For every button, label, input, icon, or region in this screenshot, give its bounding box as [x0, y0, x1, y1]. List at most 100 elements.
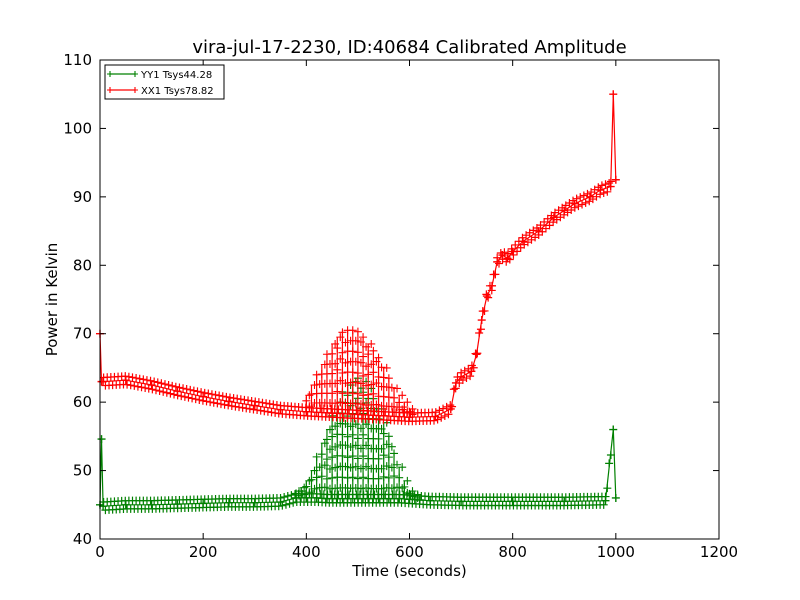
- data-point-marker: [466, 372, 475, 381]
- data-point: [467, 367, 476, 376]
- data-point-marker: [162, 388, 171, 397]
- data-point: [199, 392, 208, 401]
- data-point-marker: [160, 380, 169, 389]
- data-point: [457, 372, 466, 381]
- data-point-marker: [132, 374, 141, 383]
- data-point: [482, 292, 491, 301]
- data-point: [276, 405, 285, 414]
- data-point: [250, 498, 259, 507]
- data-point-marker: [476, 325, 485, 334]
- data-point-marker: [213, 399, 222, 408]
- data-point-marker: [128, 373, 137, 382]
- y-tick-label: 50: [73, 462, 92, 480]
- data-point-marker: [449, 385, 458, 394]
- data-point-marker: [462, 374, 471, 383]
- data-point: [560, 206, 569, 215]
- x-tick-label: 0: [95, 543, 105, 561]
- data-point-marker: [191, 395, 200, 404]
- data-point: [426, 496, 435, 505]
- data-point-marker: [579, 191, 588, 200]
- legend: YY1 Tsys44.28 XX1 Tsys78.82: [104, 64, 225, 100]
- data-point-marker: [151, 386, 160, 395]
- data-point: [121, 376, 130, 385]
- data-point: [446, 404, 455, 413]
- data-point: [498, 251, 507, 260]
- data-point: [493, 257, 502, 266]
- data-point: [173, 387, 182, 396]
- data-point: [224, 498, 233, 507]
- spike: [338, 328, 350, 418]
- data-point-marker: [188, 394, 197, 403]
- data-point-marker: [439, 404, 448, 413]
- data-point-marker: [184, 393, 193, 402]
- data-point-marker: [135, 374, 144, 383]
- data-point-marker: [605, 459, 614, 468]
- y-tick-label: 70: [73, 325, 92, 343]
- data-point-marker: [197, 388, 206, 397]
- y-tick-label: 100: [63, 119, 92, 137]
- data-point-marker: [473, 349, 482, 358]
- data-point-marker: [207, 390, 216, 399]
- data-point-marker: [146, 376, 155, 385]
- data-point-marker: [283, 492, 292, 501]
- chart-title: vira-jul-17-2230, ID:40684 Calibrated Am…: [192, 37, 626, 58]
- data-point-marker: [166, 389, 175, 398]
- data-point: [611, 175, 620, 184]
- legend-label: XX1 Tsys78.82: [141, 86, 214, 97]
- data-point-marker: [606, 450, 615, 459]
- data-point-marker: [133, 382, 142, 391]
- data-point: [611, 493, 620, 502]
- data-point-marker: [157, 379, 166, 388]
- data-point-marker: [202, 397, 211, 406]
- data-point: [97, 435, 106, 444]
- data-point: [609, 90, 618, 99]
- x-tick-label: 800: [498, 543, 527, 561]
- data-point-marker: [494, 259, 503, 268]
- data-point-marker: [182, 385, 191, 394]
- data-point-marker: [126, 381, 135, 390]
- spike: [384, 374, 396, 421]
- data-point-marker: [204, 389, 213, 398]
- data-point: [596, 186, 605, 195]
- data-point: [609, 425, 618, 434]
- data-point-marker: [177, 392, 186, 401]
- data-point-marker: [193, 387, 202, 396]
- data-point-marker: [578, 200, 587, 209]
- data-point-marker: [287, 491, 296, 500]
- data-point: [451, 378, 460, 387]
- legend-marker: [107, 71, 113, 77]
- data-point: [518, 237, 527, 246]
- data-point: [534, 227, 543, 236]
- data-point-marker: [180, 392, 189, 401]
- data-point: [606, 182, 615, 191]
- spike: [328, 339, 340, 418]
- x-tick-label: 1000: [597, 543, 635, 561]
- data-point: [601, 496, 610, 505]
- data-point-marker: [171, 382, 180, 391]
- data-point-marker: [139, 375, 148, 384]
- data-point-marker: [216, 400, 225, 409]
- data-point-marker: [200, 388, 209, 397]
- data-point-marker: [159, 387, 168, 396]
- legend-marker: [132, 71, 138, 77]
- data-point: [549, 213, 558, 222]
- x-tick-label: 1200: [700, 543, 738, 561]
- data-point-marker: [206, 398, 215, 407]
- data-point-marker: [603, 484, 612, 493]
- data-point-marker: [576, 193, 585, 202]
- data-point: [586, 192, 595, 201]
- data-point-marker: [440, 411, 449, 420]
- data-point-marker: [285, 499, 294, 508]
- legend-box: [104, 64, 225, 100]
- x-axis-title: Time (seconds): [351, 562, 467, 580]
- spike: [322, 425, 334, 503]
- data-point-marker: [475, 329, 484, 338]
- data-point-marker: [186, 385, 195, 394]
- data-point-marker: [435, 406, 444, 415]
- data-point-marker: [141, 383, 150, 392]
- data-point: [503, 254, 512, 263]
- data-point-marker: [437, 413, 446, 422]
- data-point-marker: [175, 383, 184, 392]
- data-point: [508, 247, 517, 256]
- x-tick-label: 600: [395, 543, 424, 561]
